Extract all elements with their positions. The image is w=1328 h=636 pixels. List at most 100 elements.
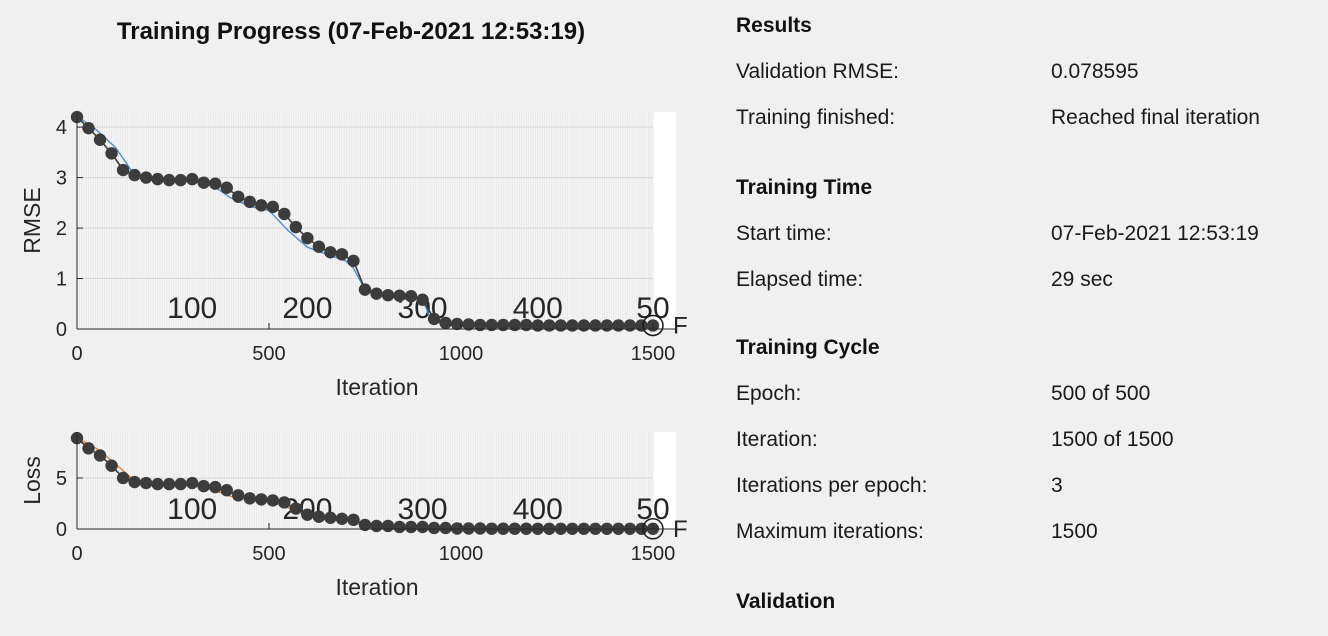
rmse-x-tick-label: 0 [71,343,82,365]
loss-data-point [116,471,130,485]
loss-data-point [462,522,475,535]
epoch-value: 500 of 500 [1051,382,1151,405]
rmse-data-point [508,318,521,332]
rmse-data-point [301,231,314,245]
loss-data-point [393,520,406,534]
rmse-data-point [450,317,464,331]
loss-data-point [82,442,95,455]
loss-x-tick-label: 1000 [439,543,484,565]
rmse-data-point [185,172,199,186]
rmse-data-point [220,181,233,194]
rmse-data-point [266,200,280,214]
rmse-data-point [151,172,164,186]
iteration-value: 1500 of 1500 [1051,428,1174,451]
rmse-y-tick-label: 3 [56,168,67,190]
rmse-y-tick-label: 4 [56,117,67,139]
rmse-x-tick-label: 1500 [631,343,676,365]
loss-data-point [404,520,418,534]
results-heading: Results [736,14,812,37]
loss-data-point [450,522,464,535]
rmse-data-point [485,318,498,332]
loss-data-point [105,459,118,472]
loss-data-point [151,477,164,491]
loss-epoch-label: 300 [398,493,448,526]
loss-data-point [370,519,383,533]
elapsed-time-value: 29 sec [1051,268,1113,291]
loss-data-point [220,484,233,497]
rmse-data-point [589,319,602,332]
training-finished-label: Training finished: [736,106,896,129]
rmse-data-point [473,318,487,332]
training-finished-value: Reached final iteration [1051,106,1260,129]
rmse-data-point [139,171,153,184]
loss-plot: 10020030040050F05001000150005IterationLo… [19,431,688,600]
loss-data-point [139,476,153,490]
loss-data-point [289,502,303,515]
iteration-label: Iteration: [736,428,818,451]
loss-y-tick-label: 0 [56,519,67,541]
loss-y-tick-label: 5 [56,468,67,490]
loss-data-point [232,489,245,502]
rmse-data-point [312,240,326,253]
rmse-data-point [174,173,187,187]
loss-data-point [381,519,395,533]
rmse-data-point [439,316,452,330]
rmse-data-point [197,176,210,189]
rmse-data-point [531,319,544,332]
rmse-data-point [635,319,648,332]
chart-title: Training Progress (07-Feb-2021 12:53:19) [116,18,586,45]
rmse-y-tick-label: 0 [56,319,67,341]
loss-epoch-label: 400 [513,493,563,526]
rmse-data-point [347,254,360,268]
rmse-data-point [381,288,395,302]
loss-data-point [301,508,314,521]
rmse-data-point [462,318,475,331]
loss-data-point [416,520,429,534]
maximum-iterations-value: 1500 [1051,520,1098,543]
loss-data-point [473,522,487,535]
loss-data-point [209,480,222,494]
validation-rmse-label: Validation RMSE: [736,60,900,83]
rmse-data-point [543,319,556,332]
rmse-final-marker-label: F [673,312,688,339]
rmse-data-point [289,220,303,234]
loss-final-marker-label: F [673,516,688,543]
rmse-data-point [82,121,95,135]
rmse-data-point [393,289,406,302]
validation-heading: Validation [736,590,836,613]
rmse-data-point [370,287,383,300]
loss-data-point [278,496,291,509]
loss-data-point [243,492,256,505]
loss-x-tick-label: 500 [252,543,285,565]
rmse-data-point [232,190,245,203]
rmse-data-point [278,207,291,221]
rmse-data-point [404,289,418,303]
training-cycle-heading: Training Cycle [736,336,880,359]
rmse-epoch-label: 200 [282,292,332,325]
rmse-epoch-label: 100 [167,292,217,325]
loss-epoch-label: 100 [167,493,217,526]
loss-data-point [312,510,326,523]
loss-x-tick-label: 0 [71,543,82,565]
rmse-data-point [255,199,268,212]
rmse-x-axis-label: Iteration [335,374,418,400]
rmse-data-point [497,318,510,332]
loss-data-point [266,494,280,507]
loss-data-point [93,449,107,462]
loss-data-point [197,479,210,493]
elapsed-time-label: Elapsed time: [736,268,864,291]
rmse-data-point [427,312,441,326]
rmse-x-tick-label: 1000 [439,343,484,365]
rmse-data-point [623,319,637,332]
rmse-data-point [554,319,568,332]
start-time-label: Start time: [736,222,832,245]
rmse-data-point [566,319,579,332]
loss-data-point [427,521,441,535]
rmse-y-axis-label: RMSE [19,187,45,253]
iterations-per-epoch-label: Iterations per epoch: [736,474,928,497]
loss-data-point [128,475,141,489]
rmse-data-point [128,168,141,182]
loss-x-tick-label: 1500 [631,543,676,565]
rmse-data-point [209,177,222,190]
